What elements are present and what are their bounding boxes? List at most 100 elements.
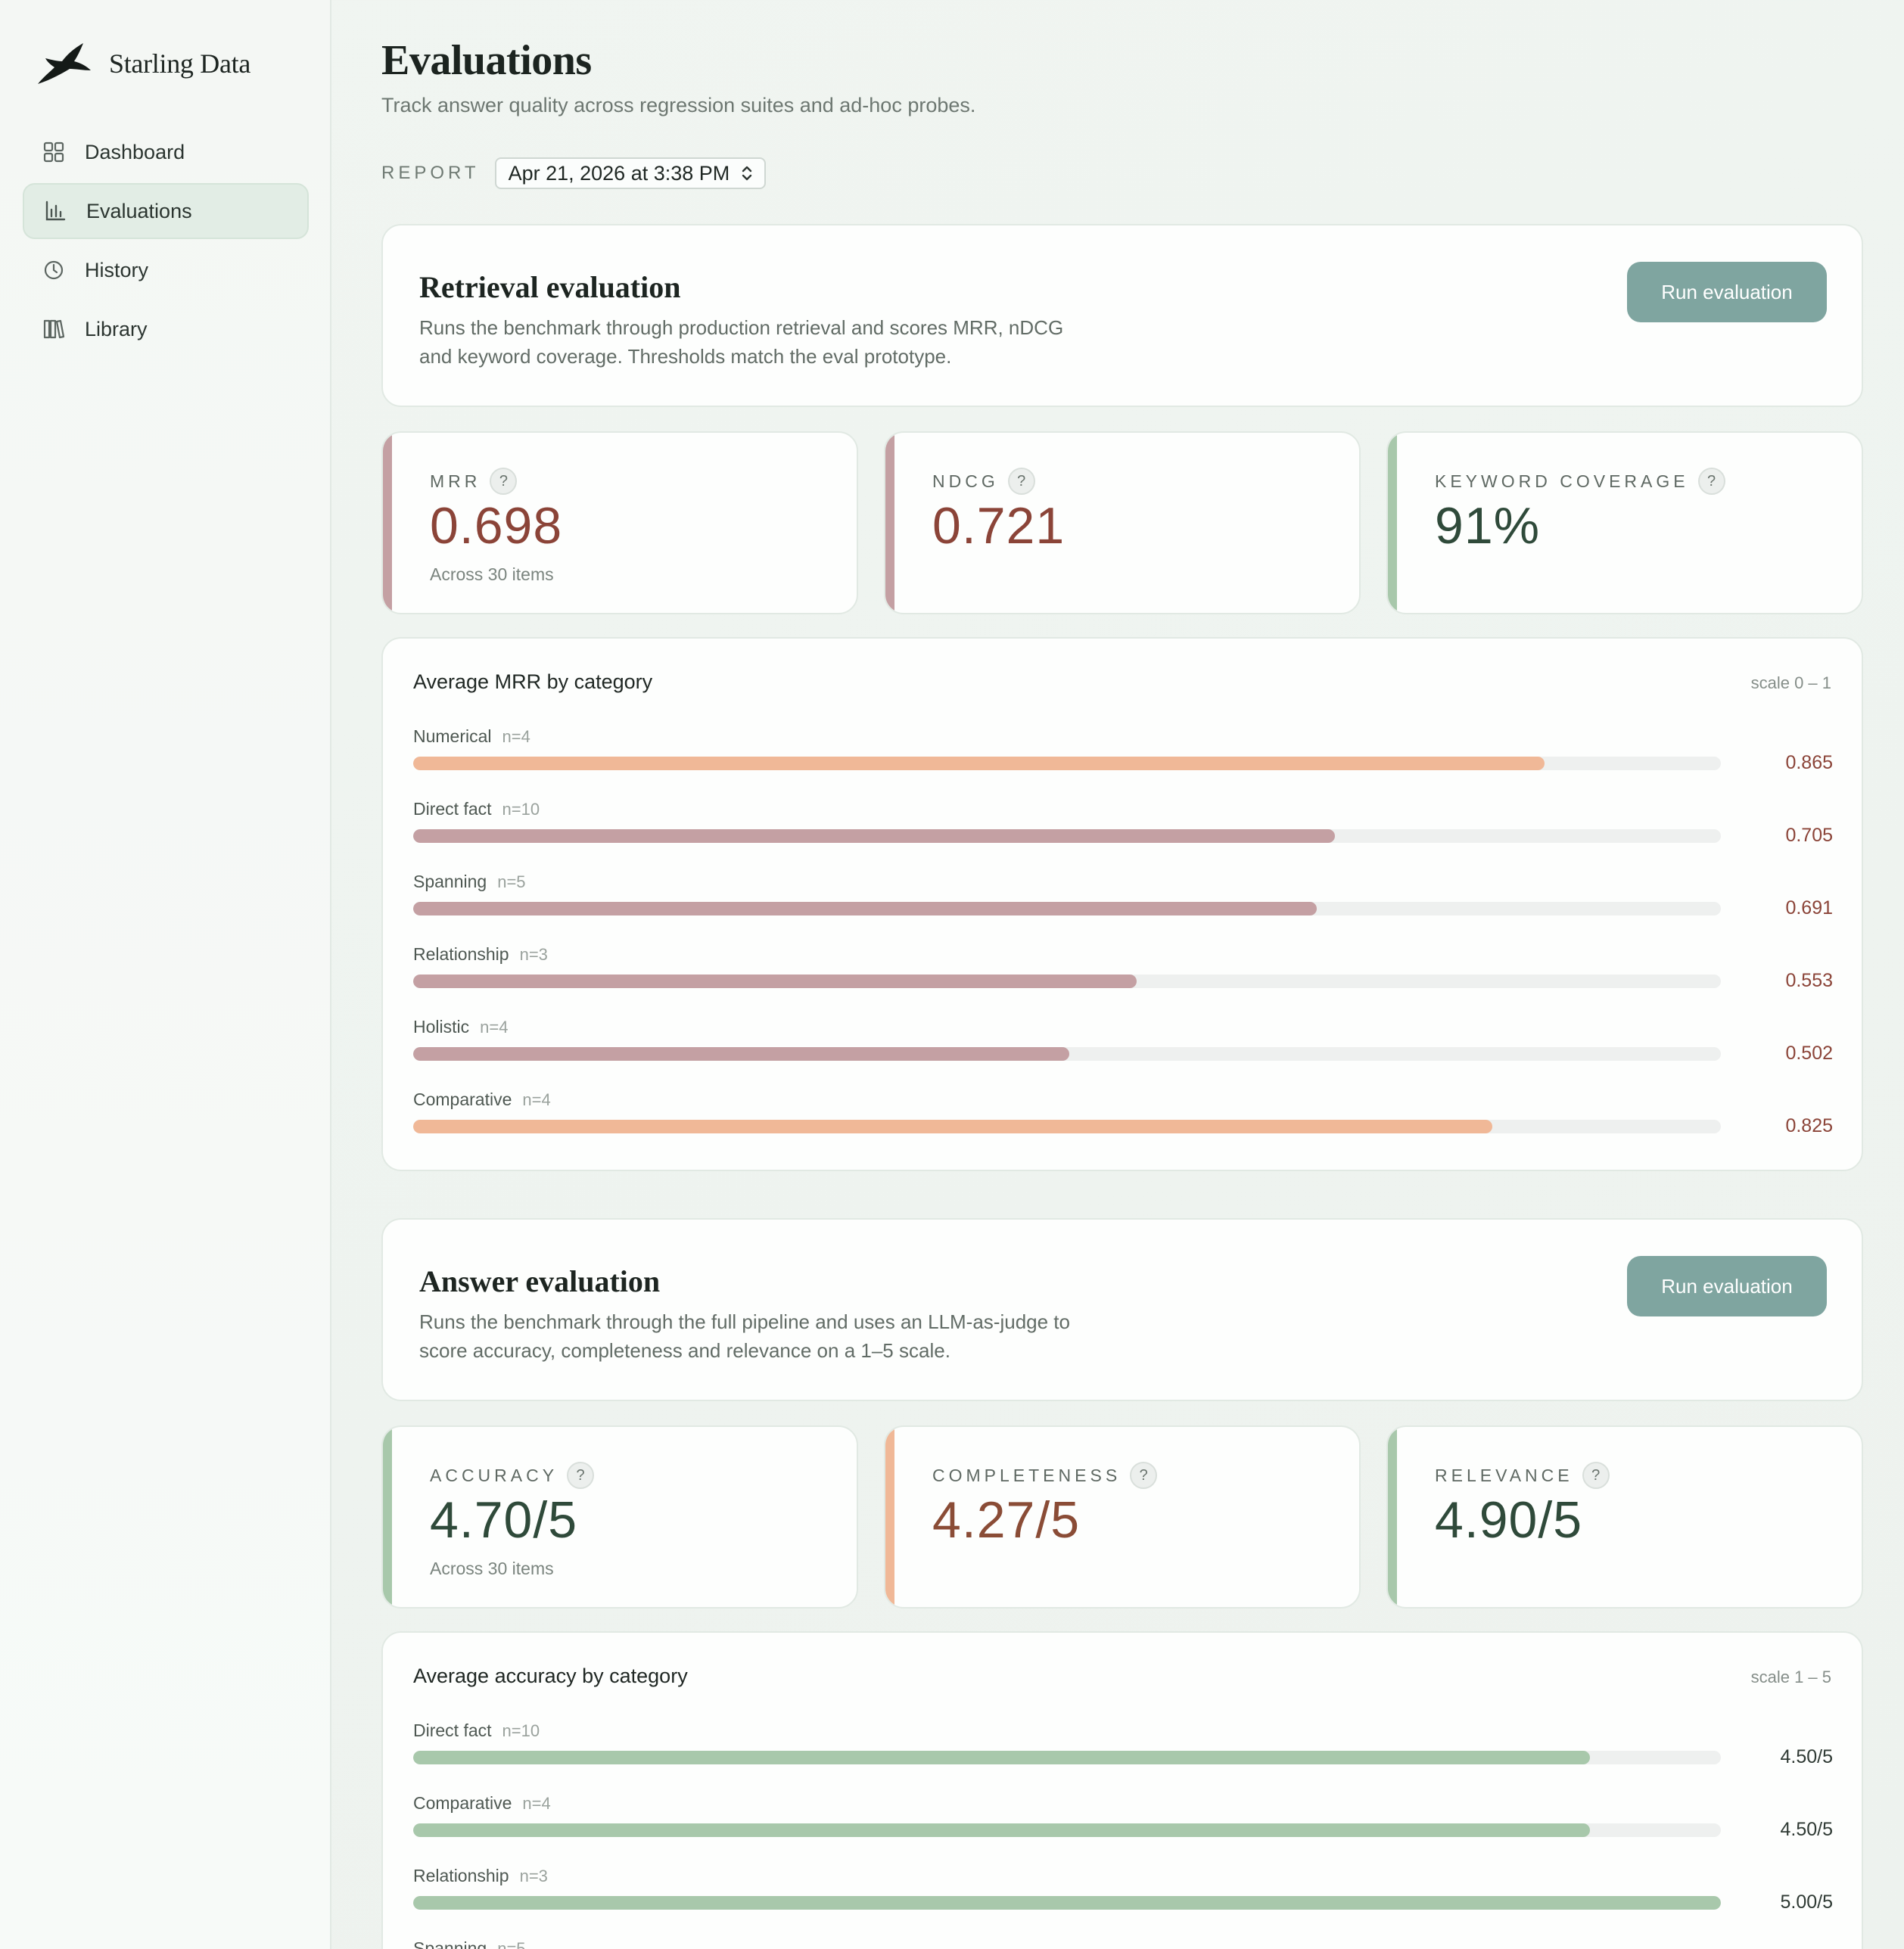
bar-label: Holistic n=4 <box>413 1017 508 1037</box>
bar-label: Relationship n=3 <box>413 1866 548 1886</box>
bar-fill <box>413 1896 1721 1910</box>
bar-row: Relationship n=3 0.553 <box>413 944 1833 1017</box>
metric-value: 0.721 <box>932 497 1066 555</box>
metric-label: COMPLETENESS ? <box>932 1462 1158 1489</box>
metric-label-text: NDCG <box>932 471 999 491</box>
sidebar-item-history[interactable]: History <box>23 242 309 298</box>
metric-accent <box>885 433 894 613</box>
bar-value: 0.553 <box>1785 970 1833 991</box>
bar-category: Spanning <box>413 872 487 891</box>
bar-label: Relationship n=3 <box>413 944 548 965</box>
page-title: Evaluations <box>381 37 592 84</box>
brand[interactable]: Starling Data <box>36 39 250 88</box>
bar-row: Comparative n=4 0.825 <box>413 1090 1833 1162</box>
bar-row: Comparative n=4 4.50/5 <box>413 1793 1833 1866</box>
metric-card-accuracy: ACCURACY ? 4.70/5 Across 30 items <box>381 1425 858 1609</box>
help-icon[interactable]: ? <box>567 1462 595 1489</box>
bar-label: Direct fact n=10 <box>413 1721 540 1741</box>
bar-row: Spanning n=5 <box>413 1938 1833 1949</box>
metric-card-keyword-coverage: KEYWORD COVERAGE ? 91% <box>1386 431 1863 614</box>
bar-track <box>413 974 1721 988</box>
sidebar-item-label: Dashboard <box>85 140 185 163</box>
sidebar-item-dashboard[interactable]: Dashboard <box>23 124 309 180</box>
chart-scale: scale 0 – 1 <box>1750 673 1831 692</box>
bar-count: n=5 <box>497 1939 526 1949</box>
run-evaluation-button[interactable]: Run evaluation <box>1627 1256 1827 1316</box>
metric-label: NDCG ? <box>932 468 1035 495</box>
sidebar-item-library[interactable]: Library <box>23 301 309 357</box>
bar-fill <box>413 1751 1591 1764</box>
metric-label-text: KEYWORD COVERAGE <box>1435 471 1689 491</box>
bar-label: Spanning n=5 <box>413 1938 526 1949</box>
bar-track <box>413 1047 1721 1061</box>
chart-title: Average accuracy by category <box>413 1665 688 1687</box>
bar-row: Numerical n=4 0.865 <box>413 726 1833 799</box>
bar-value: 4.50/5 <box>1780 1819 1833 1840</box>
bar-row: Direct fact n=10 4.50/5 <box>413 1721 1833 1793</box>
metric-value: 4.90/5 <box>1435 1491 1583 1549</box>
bar-label: Direct fact n=10 <box>413 799 540 819</box>
bar-track <box>413 1823 1721 1837</box>
bar-value: 4.50/5 <box>1780 1746 1833 1767</box>
bar-fill <box>413 757 1545 770</box>
bar-count: n=4 <box>502 727 530 746</box>
metric-label: KEYWORD COVERAGE ? <box>1435 468 1725 495</box>
bar-count: n=3 <box>519 945 548 964</box>
bar-category: Numerical <box>413 726 492 746</box>
bar-value: 0.502 <box>1785 1043 1833 1064</box>
books-icon <box>43 319 65 339</box>
sidebar-item-label: Evaluations <box>86 199 192 222</box>
mrr-by-category-chart: Average MRR by category scale 0 – 1 Nume… <box>381 637 1863 1171</box>
bar-count: n=4 <box>522 1794 551 1813</box>
metric-label-text: ACCURACY <box>430 1465 558 1485</box>
section-description: Runs the benchmark through the full pipe… <box>419 1310 1070 1362</box>
report-select[interactable]: Apr 21, 2026 at 3:38 PM <box>494 157 767 189</box>
metric-label: RELEVANCE ? <box>1435 1462 1610 1489</box>
bar-label: Spanning n=5 <box>413 872 526 892</box>
help-icon[interactable]: ? <box>1007 468 1035 495</box>
bar-category: Direct fact <box>413 799 492 819</box>
bar-track <box>413 829 1721 843</box>
metric-note: Across 30 items <box>430 564 554 584</box>
section-title: Retrieval evaluation <box>419 270 681 304</box>
help-icon[interactable]: ? <box>1697 468 1725 495</box>
help-icon[interactable]: ? <box>1582 1462 1610 1489</box>
bar-fill <box>413 974 1137 988</box>
bar-category: Comparative <box>413 1090 512 1109</box>
help-icon[interactable]: ? <box>490 468 518 495</box>
metric-card-ndcg: NDCG ? 0.721 <box>884 431 1361 614</box>
bar-fill <box>413 902 1318 915</box>
bar-row: Spanning n=5 0.691 <box>413 872 1833 944</box>
answer-metrics: ACCURACY ? 4.70/5 Across 30 items COMPLE… <box>381 1425 1863 1609</box>
report-select-value: Apr 21, 2026 at 3:38 PM <box>508 161 730 185</box>
starling-logo-icon <box>38 43 91 84</box>
sidebar-item-evaluations[interactable]: Evaluations <box>23 183 309 239</box>
metric-value: 4.70/5 <box>430 1491 578 1549</box>
metric-card-mrr: MRR ? 0.698 Across 30 items <box>381 431 858 614</box>
metric-card-relevance: RELEVANCE ? 4.90/5 <box>1386 1425 1863 1609</box>
report-selector-row: REPORT Apr 21, 2026 at 3:38 PM <box>381 157 767 189</box>
bar-track <box>413 757 1721 770</box>
bar-value: 5.00/5 <box>1780 1891 1833 1913</box>
metric-accent <box>1388 1427 1397 1607</box>
bar-fill <box>413 829 1336 843</box>
run-evaluation-button[interactable]: Run evaluation <box>1627 262 1827 322</box>
bar-track <box>413 1751 1721 1764</box>
metric-label: ACCURACY ? <box>430 1462 595 1489</box>
bar-label: Comparative n=4 <box>413 1090 551 1110</box>
metric-label: MRR ? <box>430 468 518 495</box>
grid-icon <box>43 141 64 163</box>
bar-label: Comparative n=4 <box>413 1793 551 1814</box>
bar-row: Holistic n=4 0.502 <box>413 1017 1833 1090</box>
metric-accent <box>1388 433 1397 613</box>
bar-label: Numerical n=4 <box>413 726 530 747</box>
bar-value: 0.705 <box>1785 825 1833 846</box>
bar-category: Relationship <box>413 944 509 964</box>
bar-count: n=10 <box>502 800 540 819</box>
sidebar-item-label: Library <box>85 317 148 340</box>
help-icon[interactable]: ? <box>1130 1462 1158 1489</box>
page-subtitle: Track answer quality across regression s… <box>381 94 976 117</box>
metric-card-completeness: COMPLETENESS ? 4.27/5 <box>884 1425 1361 1609</box>
metric-value: 0.698 <box>430 497 563 555</box>
report-label: REPORT <box>381 163 480 183</box>
